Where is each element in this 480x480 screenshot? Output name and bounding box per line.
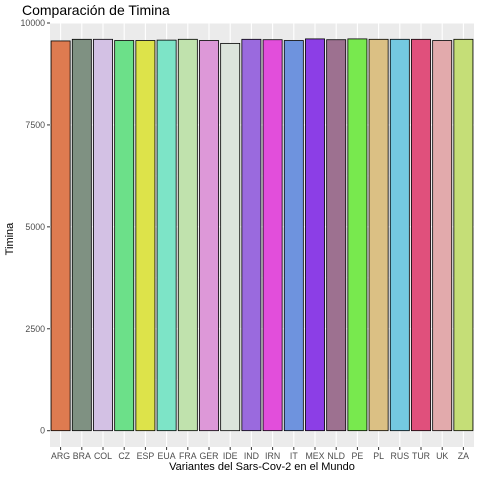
x-tick-label: IRN xyxy=(265,451,280,461)
bar-tur xyxy=(411,38,431,432)
bar-pl xyxy=(368,38,389,432)
bar-ide xyxy=(220,42,241,432)
x-axis: ARG BRA COL CZ ESP EUA FRA GER IDE IND IRN IT MEX NLD… xyxy=(51,447,469,461)
chart-title: Comparación de Timina xyxy=(22,2,170,18)
x-tick-label: FRA xyxy=(179,451,197,461)
x-tick-label: ARG xyxy=(51,451,70,461)
plot-panel xyxy=(50,23,474,447)
x-tick-label: IDE xyxy=(223,451,238,461)
bar-za xyxy=(453,38,474,432)
bar-arg xyxy=(50,40,71,432)
bar-eua xyxy=(156,39,177,432)
y-axis-title: Timina xyxy=(4,222,16,256)
bar-fra xyxy=(177,38,198,432)
x-tick-label: BRA xyxy=(73,451,91,461)
x-tick-label: IND xyxy=(244,451,259,461)
x-tick-label: MEX xyxy=(305,451,324,461)
bar-irn xyxy=(262,39,283,432)
x-axis-title: Variantes del Sars-Cov-2 en el Mundo xyxy=(169,461,355,473)
x-tick-label: ESP xyxy=(137,451,155,461)
x-tick-label: UK xyxy=(436,451,448,461)
x-tick-label: COL xyxy=(94,451,112,461)
bar-it xyxy=(283,40,304,432)
bar-uk xyxy=(432,40,453,432)
x-tick-label: PL xyxy=(373,451,384,461)
x-tick-label: TUR xyxy=(412,451,430,461)
x-tick-label: RUS xyxy=(391,451,410,461)
y-tick-label: 5000 xyxy=(25,222,45,232)
bar-esp xyxy=(135,40,156,432)
x-tick-label: NLD xyxy=(327,451,345,461)
x-tick-label: IT xyxy=(290,451,298,461)
bar-bra xyxy=(71,38,92,432)
y-tick-label: 7500 xyxy=(25,120,45,130)
y-tick-label: 0 xyxy=(40,426,45,436)
bar-cz xyxy=(114,40,135,432)
x-tick-label: CZ xyxy=(118,451,130,461)
bar-pe xyxy=(347,38,368,432)
x-tick-label: ZA xyxy=(458,451,469,461)
bar-col xyxy=(93,38,113,432)
x-tick-label: EUA xyxy=(158,451,176,461)
x-tick-label: GER xyxy=(199,451,218,461)
y-tick-label: 2500 xyxy=(25,324,45,334)
bar-mex xyxy=(305,38,325,432)
bar-nld xyxy=(326,39,347,432)
bar-ind xyxy=(241,38,262,432)
bars xyxy=(50,38,474,432)
y-axis: 0 2500 5000 7500 10000 xyxy=(21,18,50,436)
bar-rus xyxy=(389,38,410,432)
y-tick-label: 10000 xyxy=(21,18,46,28)
bar-ger xyxy=(199,40,219,432)
x-tick-label: PE xyxy=(352,451,364,461)
